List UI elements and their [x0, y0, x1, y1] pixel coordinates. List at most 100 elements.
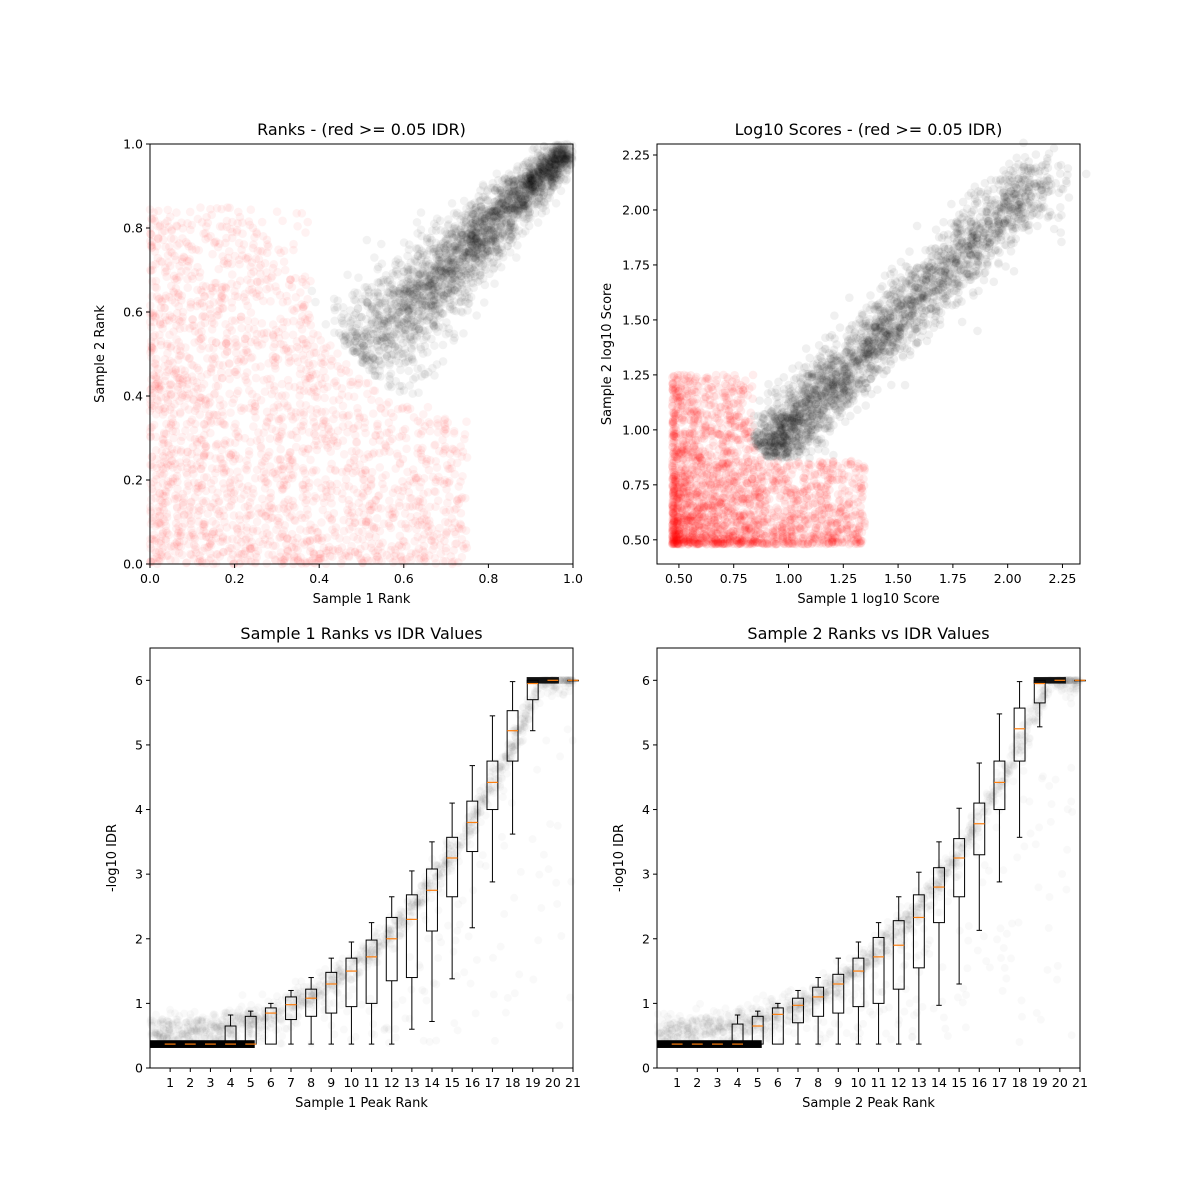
red-point — [234, 479, 244, 489]
red-point — [198, 519, 208, 529]
black-point — [417, 317, 427, 326]
red-point — [259, 375, 269, 385]
red-point — [313, 478, 323, 487]
ranks-ytick-label: 0.6 — [123, 305, 143, 320]
black-point — [391, 356, 401, 366]
red-point — [403, 524, 413, 533]
black-point — [537, 208, 547, 218]
red-point — [246, 437, 255, 447]
black-point — [449, 336, 459, 345]
black-point — [447, 199, 457, 208]
red-point — [256, 443, 266, 453]
red-point — [296, 422, 306, 431]
red-point — [298, 312, 307, 321]
red-point — [183, 274, 192, 284]
red-point — [316, 553, 326, 563]
red-point — [337, 467, 347, 477]
red-point — [456, 519, 465, 529]
red-point — [192, 404, 202, 413]
black-point — [376, 372, 385, 381]
red-point — [305, 373, 314, 383]
red-point — [300, 314, 310, 324]
red-point — [357, 492, 366, 502]
black-point — [526, 177, 535, 186]
red-point — [368, 437, 378, 446]
red-point — [353, 535, 362, 544]
ranks-xtick-label: 1.0 — [563, 571, 583, 586]
red-point — [175, 239, 184, 248]
red-point — [171, 518, 181, 528]
red-point — [251, 549, 260, 559]
black-point — [467, 225, 476, 234]
red-point — [405, 476, 415, 486]
red-point — [223, 347, 232, 356]
red-point — [432, 463, 442, 472]
red-point — [289, 239, 298, 249]
red-point — [344, 464, 353, 473]
red-point — [246, 353, 256, 363]
red-point — [166, 479, 176, 489]
red-point — [160, 403, 170, 413]
black-point — [514, 194, 523, 204]
red-point — [225, 203, 234, 213]
red-point — [274, 437, 283, 446]
red-point — [262, 559, 272, 568]
red-point — [332, 441, 342, 451]
black-point — [490, 201, 500, 210]
red-point — [166, 477, 176, 487]
red-point — [219, 484, 229, 493]
red-point — [350, 518, 360, 527]
red-point — [326, 361, 336, 370]
red-point — [422, 454, 432, 464]
red-point — [257, 319, 267, 328]
red-point — [374, 397, 384, 406]
red-point — [156, 469, 165, 479]
red-point — [439, 479, 449, 489]
red-point — [245, 542, 255, 551]
red-point — [239, 549, 249, 558]
black-point — [449, 209, 459, 218]
red-point — [187, 245, 197, 254]
red-point — [431, 475, 441, 485]
ranks-ytick-label: 0.4 — [123, 389, 143, 404]
red-point — [410, 536, 419, 546]
red-point — [162, 272, 171, 281]
red-point — [326, 493, 335, 503]
red-point — [147, 460, 156, 470]
red-point — [424, 526, 433, 536]
red-point — [165, 405, 175, 415]
red-point — [174, 526, 184, 536]
red-point — [234, 433, 244, 442]
black-point — [524, 200, 533, 209]
red-point — [344, 420, 353, 430]
red-point — [277, 427, 286, 436]
red-point — [298, 484, 308, 494]
red-point — [232, 370, 242, 379]
red-point — [342, 359, 351, 369]
red-point — [252, 465, 262, 475]
red-point — [333, 438, 342, 447]
red-point — [185, 354, 194, 363]
black-point — [414, 388, 423, 398]
red-point — [306, 455, 315, 465]
red-point — [244, 386, 254, 395]
black-point — [501, 197, 510, 206]
red-point — [306, 520, 315, 529]
black-point — [479, 181, 488, 191]
red-point — [323, 510, 333, 520]
black-point — [446, 255, 456, 264]
red-point — [186, 297, 196, 307]
red-point — [248, 288, 258, 297]
black-point — [362, 235, 372, 245]
red-point — [289, 552, 299, 562]
red-point — [212, 550, 221, 559]
red-point — [166, 460, 175, 470]
red-point — [182, 558, 192, 567]
red-point — [327, 356, 337, 366]
red-point — [329, 378, 339, 388]
red-point — [419, 410, 428, 419]
red-point — [212, 464, 222, 474]
red-point — [261, 422, 271, 431]
red-point — [440, 424, 450, 434]
red-point — [165, 380, 174, 390]
